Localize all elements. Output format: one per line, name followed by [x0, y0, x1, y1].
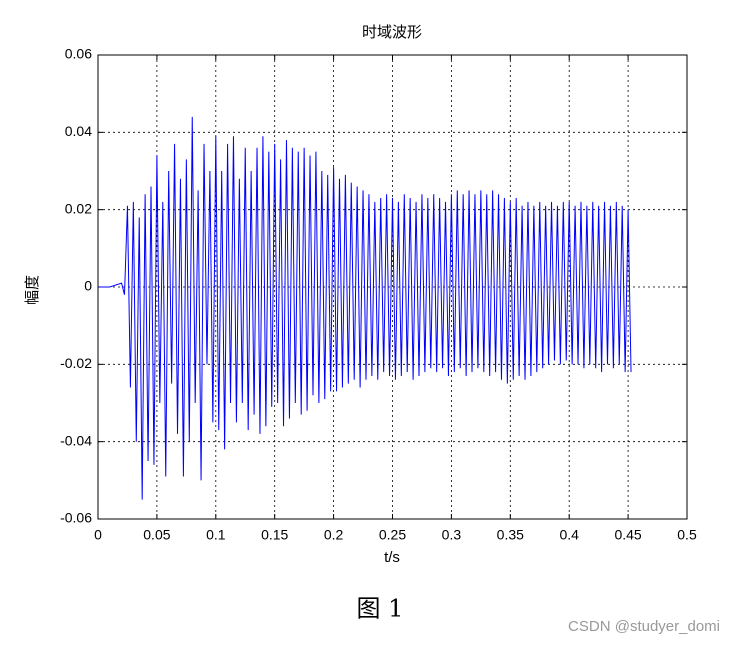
watermark: CSDN @studyer_domi	[568, 618, 720, 635]
x-axis-label: t/s	[384, 549, 400, 566]
x-tick-label: 0.25	[379, 527, 406, 543]
y-tick-label: 0.04	[65, 123, 92, 139]
chart-title: 时域波形	[362, 23, 422, 41]
y-tick-label: -0.04	[60, 432, 92, 448]
y-axis-label: 幅度	[24, 275, 41, 305]
x-tick-label: 0.4	[559, 527, 579, 543]
x-tick-label: 0.3	[442, 527, 462, 543]
x-tick-label: 0.5	[677, 527, 697, 543]
plot-frame	[97, 54, 688, 520]
x-tick-label: 0.1	[206, 527, 226, 543]
data-line	[98, 116, 632, 500]
caption: 图 1	[357, 595, 404, 623]
x-tick-label: 0.05	[143, 527, 170, 543]
x-tick-label: 0	[94, 527, 102, 543]
x-tick-label: 0.15	[261, 527, 288, 543]
y-tick-label: 0.02	[65, 200, 92, 216]
x-tick-label: 0.2	[324, 527, 344, 543]
y-tick-label: 0	[84, 278, 92, 294]
x-tick-label: 0.45	[614, 527, 641, 543]
y-tick-label: -0.02	[60, 355, 92, 371]
y-tick-label: -0.06	[60, 510, 92, 526]
x-tick-label: 0.35	[497, 527, 524, 543]
y-tick-label: 0.06	[65, 46, 92, 62]
